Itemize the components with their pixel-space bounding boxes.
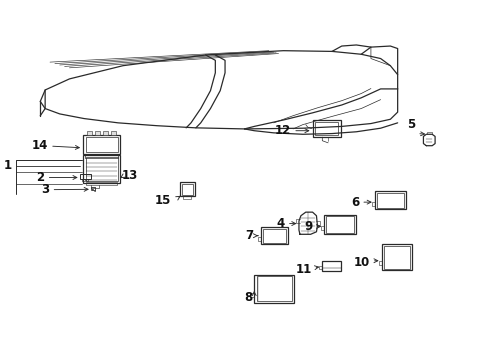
Text: 3: 3	[41, 183, 49, 196]
Bar	[85, 157, 117, 181]
Text: 2: 2	[36, 171, 44, 184]
Bar	[95, 131, 100, 135]
Text: 1: 1	[4, 159, 12, 172]
Text: 6: 6	[350, 195, 359, 209]
Bar	[312, 120, 340, 137]
Bar	[263, 229, 285, 243]
Bar	[86, 182, 116, 185]
Bar	[374, 192, 406, 209]
Text: 12: 12	[274, 124, 290, 137]
Text: 13: 13	[122, 169, 138, 182]
Bar	[381, 244, 411, 270]
Text: 8: 8	[244, 291, 252, 305]
Bar	[322, 261, 340, 271]
Bar	[324, 215, 355, 234]
Bar	[183, 196, 191, 199]
Bar	[256, 276, 291, 301]
Text: 14: 14	[32, 139, 48, 152]
Bar	[85, 154, 118, 158]
Bar	[80, 174, 91, 179]
Text: 4: 4	[276, 217, 284, 230]
Bar	[314, 122, 338, 135]
Text: 11: 11	[295, 263, 311, 276]
Text: 7: 7	[244, 229, 253, 242]
Text: 9: 9	[304, 220, 312, 233]
Bar	[376, 193, 404, 208]
Bar	[180, 182, 195, 197]
Text: 15: 15	[154, 194, 170, 207]
Text: 5: 5	[406, 118, 414, 131]
Bar	[261, 227, 287, 244]
Bar	[87, 131, 92, 135]
Bar	[182, 184, 193, 195]
Bar	[103, 131, 108, 135]
Bar	[83, 155, 120, 183]
Bar	[383, 246, 409, 269]
Bar	[111, 131, 116, 135]
Text: 10: 10	[353, 256, 369, 269]
Bar	[325, 216, 353, 233]
Bar	[254, 275, 293, 303]
Bar	[85, 137, 117, 153]
Bar	[83, 135, 120, 154]
